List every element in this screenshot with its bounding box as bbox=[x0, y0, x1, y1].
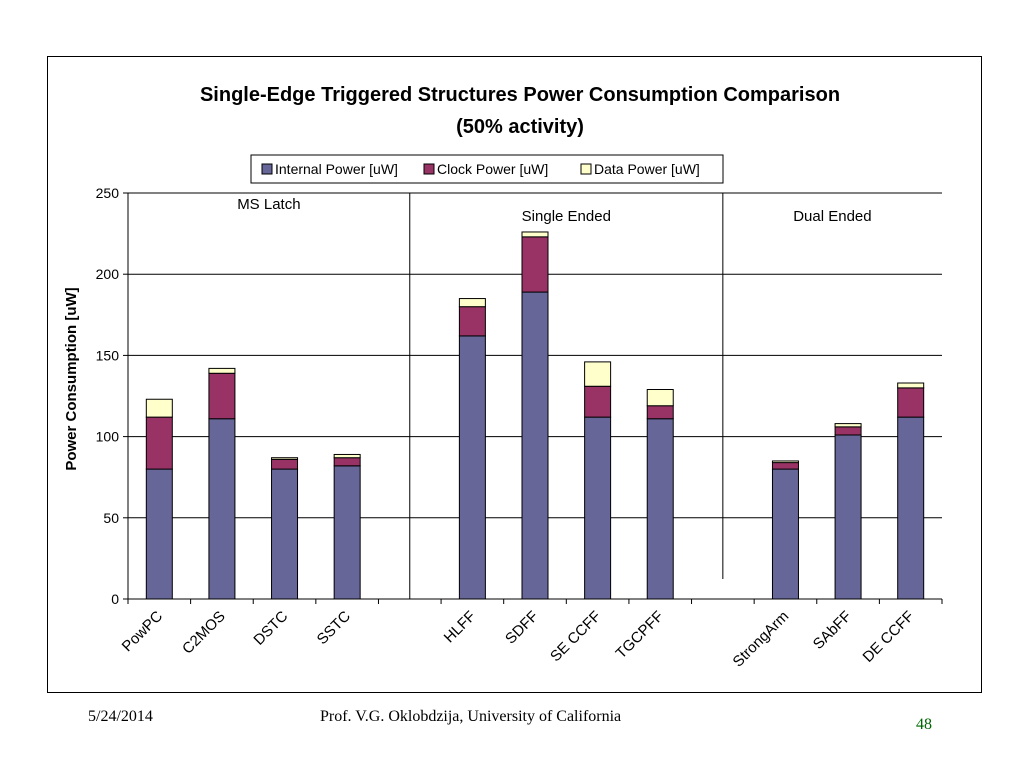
bar-segment bbox=[521, 291, 549, 600]
page-number: 48 bbox=[916, 716, 932, 733]
legend-swatch bbox=[423, 163, 435, 175]
bar-segment bbox=[771, 460, 799, 464]
bar-segment bbox=[458, 298, 486, 308]
x-tick-label: SDFF bbox=[502, 608, 542, 648]
x-tick-label: DSTC bbox=[250, 608, 291, 649]
y-tick-label: 100 bbox=[96, 429, 120, 445]
bar-segment bbox=[145, 398, 173, 418]
chart-subtitle: (50% activity) bbox=[456, 116, 584, 138]
bar-segment bbox=[271, 468, 299, 600]
legend-label: Internal Power [uW] bbox=[275, 161, 398, 177]
bar-segment bbox=[584, 385, 612, 418]
chart-frame: Single-Edge Triggered Structures Power C… bbox=[47, 56, 982, 693]
bar-segment bbox=[897, 387, 925, 418]
bar-segment bbox=[458, 335, 486, 600]
bar-segment bbox=[208, 367, 236, 374]
bar-segment bbox=[271, 457, 299, 460]
y-tick-label: 250 bbox=[96, 185, 120, 201]
bar-segment bbox=[646, 389, 674, 407]
x-tick-label: PowPC bbox=[119, 608, 167, 656]
bar-segment bbox=[897, 382, 925, 389]
footer-author: Prof. V.G. Oklobdzija, University of Cal… bbox=[320, 708, 622, 725]
bar-segment bbox=[521, 236, 549, 293]
chart-svg: Single-Edge Triggered Structures Power C… bbox=[63, 84, 943, 671]
bar-segment bbox=[271, 458, 299, 470]
y-tick-label: 0 bbox=[111, 591, 119, 607]
group-label: MS Latch bbox=[237, 196, 300, 213]
legend-box bbox=[250, 154, 724, 184]
bar-segment bbox=[333, 457, 361, 467]
x-tick-label: SSTC bbox=[314, 608, 354, 648]
footer-date: 5/24/2014 bbox=[88, 708, 153, 725]
bar-segment bbox=[897, 416, 925, 600]
legend-swatch bbox=[261, 163, 273, 175]
legend-label: Clock Power [uW] bbox=[437, 161, 548, 177]
y-axis-label: Power Consumption [uW] bbox=[63, 287, 80, 470]
y-tick-label: 150 bbox=[96, 347, 120, 363]
bar-segment bbox=[458, 306, 486, 337]
group-label: Dual Ended bbox=[793, 208, 871, 225]
bar-segment bbox=[208, 418, 236, 600]
x-tick-label: DE CCFF bbox=[860, 608, 918, 666]
bar-segment bbox=[646, 405, 674, 420]
chart-title: Single-Edge Triggered Structures Power C… bbox=[200, 84, 840, 106]
bar-segment bbox=[333, 465, 361, 600]
bar-segment bbox=[333, 453, 361, 459]
bar-segment bbox=[145, 468, 173, 600]
plot-area: 0 50 100 150 200 250 MS Latch Single Ended Dual … bbox=[96, 185, 943, 671]
bar-segment bbox=[771, 468, 799, 600]
x-tick-label: HLFF bbox=[441, 608, 480, 647]
legend: Internal Power [uW] Clock Power [uW] Data … bbox=[250, 154, 724, 184]
bar-segment bbox=[584, 361, 612, 387]
x-tick-label: SE CCFF bbox=[547, 608, 604, 665]
x-tick-label: SAbFF bbox=[810, 608, 855, 653]
bar-segment bbox=[145, 416, 173, 470]
bar-segment bbox=[208, 372, 236, 420]
y-tick-label: 50 bbox=[103, 510, 119, 526]
bar-segment bbox=[834, 426, 862, 436]
bar-segment bbox=[771, 462, 799, 470]
x-tick-label: TGCPFF bbox=[613, 608, 667, 662]
y-tick-label: 200 bbox=[96, 266, 120, 282]
legend-label: Data Power [uW] bbox=[594, 161, 700, 177]
bar-segment bbox=[584, 416, 612, 600]
x-tick-label: C2MOS bbox=[179, 608, 229, 658]
bar-segment bbox=[834, 423, 862, 428]
bar-segment bbox=[521, 231, 549, 238]
group-label: Single Ended bbox=[522, 208, 611, 225]
bar-segment bbox=[834, 434, 862, 600]
legend-swatch bbox=[580, 163, 592, 175]
x-tick-label: StrongArm bbox=[730, 608, 793, 671]
bar-segment bbox=[646, 418, 674, 600]
